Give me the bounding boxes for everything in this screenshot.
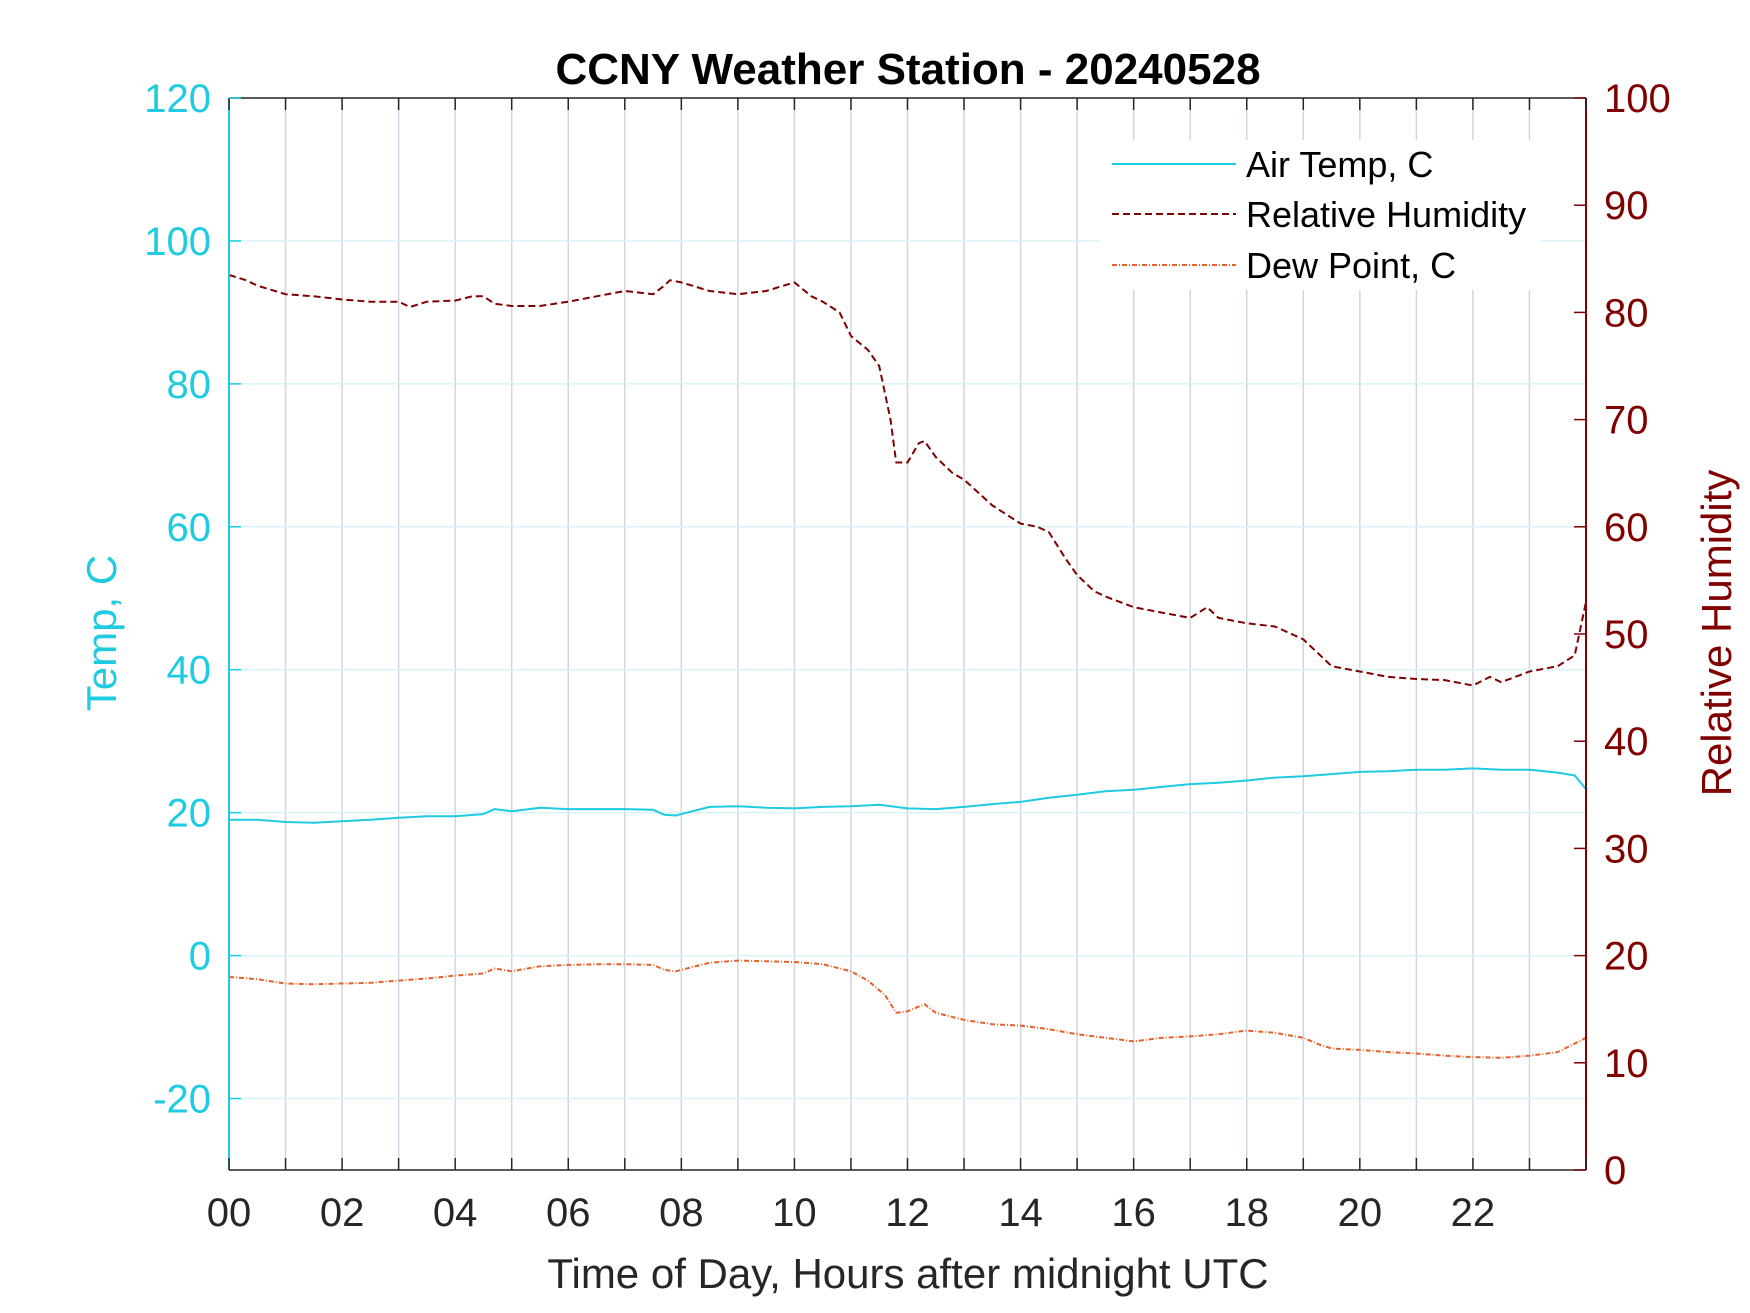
chart-title: CCNY Weather Station - 20240528	[555, 45, 1260, 94]
y-left-tick-label: 100	[144, 220, 211, 264]
y-left-tick-label: 120	[144, 77, 211, 121]
y-left-tick-label: 0	[189, 935, 211, 979]
y-right-tick-label: 60	[1604, 506, 1649, 550]
x-tick-label: 02	[320, 1191, 365, 1235]
y-right-tick-label: 0	[1604, 1149, 1626, 1193]
x-tick-label: 08	[659, 1191, 704, 1235]
y-left-tick-label: 40	[167, 649, 212, 693]
x-tick-label: 20	[1338, 1191, 1383, 1235]
y-left-tick-label: 20	[167, 792, 212, 836]
x-tick-label: 12	[885, 1191, 930, 1235]
y-right-tick-label: 100	[1604, 77, 1671, 121]
y-right-tick-label: 10	[1604, 1042, 1649, 1086]
x-tick-label: 18	[1225, 1191, 1270, 1235]
y-right-tick-label: 70	[1604, 399, 1649, 443]
y-left-tick-label: 60	[167, 506, 212, 550]
x-tick-label: 16	[1111, 1191, 1156, 1235]
humidity-line	[228, 273, 1587, 687]
legend-label-humidity: Relative Humidity	[1246, 194, 1526, 235]
legend-label-dew-point: Dew Point, C	[1246, 245, 1456, 286]
axes-layer: 00 02 04 06 08 10 12 14 16 18 20 22-200204060801001…	[144, 77, 1671, 1235]
x-tick-label: 00	[207, 1191, 252, 1235]
x-tick-label: 06	[546, 1191, 591, 1235]
x-tick-label: 10	[772, 1191, 817, 1235]
dew-point-line	[228, 959, 1587, 1059]
legend-label-air-temp: Air Temp, C	[1246, 144, 1433, 185]
y-right-tick-label: 90	[1604, 184, 1649, 228]
y-left-tick-label: -20	[153, 1078, 211, 1122]
x-tick-label: 22	[1451, 1191, 1496, 1235]
air-temp-line	[229, 767, 1587, 824]
x-tick-label: 04	[433, 1191, 478, 1235]
y-right-tick-label: 30	[1604, 827, 1649, 871]
y-right-tick-label: 40	[1604, 720, 1649, 764]
y-right-tick-label: 80	[1604, 291, 1649, 335]
x-tick-label: 14	[998, 1191, 1043, 1235]
series-layer	[228, 273, 1587, 1059]
y-axis-right-label: Relative Humidity	[1693, 470, 1740, 797]
y-right-tick-label: 20	[1604, 935, 1649, 979]
legend: Air Temp, C Relative Humidity Dew Point,…	[1100, 140, 1542, 290]
x-axis-label: Time of Day, Hours after midnight UTC	[547, 1250, 1268, 1297]
y-axis-left-label: Temp, C	[78, 555, 125, 711]
y-left-tick-label: 80	[167, 363, 212, 407]
y-right-tick-label: 50	[1604, 613, 1649, 657]
